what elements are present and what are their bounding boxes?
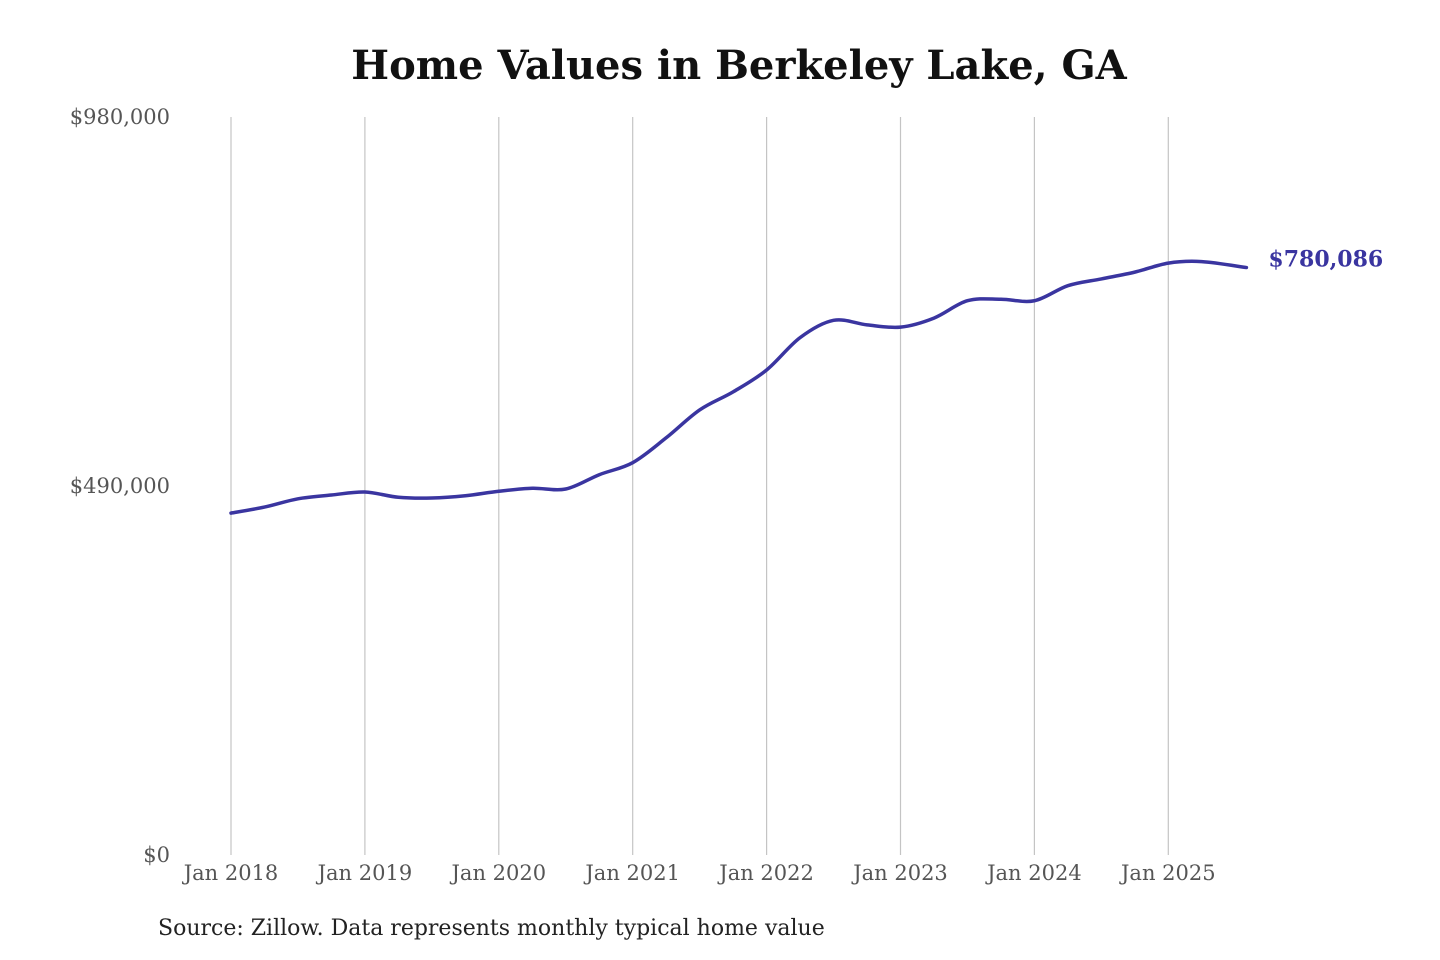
x-tick-label: Jan 2022 — [717, 861, 814, 885]
y-tick-label: $980,000 — [70, 105, 170, 129]
x-tick-label: Jan 2019 — [316, 861, 413, 885]
home-value-line — [229, 259, 1249, 515]
x-tick-label: Jan 2018 — [182, 861, 279, 885]
x-tick-label: Jan 2024 — [985, 861, 1082, 885]
y-tick-label: $0 — [143, 843, 170, 867]
end-value-label: $780,086 — [1268, 247, 1383, 273]
source-note: Source: Zillow. Data represents monthly … — [158, 916, 825, 941]
y-tick-label: $490,000 — [70, 474, 170, 498]
x-tick-label: Jan 2025 — [1119, 861, 1216, 885]
x-tick-label: Jan 2023 — [851, 861, 948, 885]
x-tick-label: Jan 2021 — [583, 861, 680, 885]
chart-title: Home Values in Berkeley Lake, GA — [351, 42, 1127, 89]
x-tick-label: Jan 2020 — [450, 861, 547, 885]
